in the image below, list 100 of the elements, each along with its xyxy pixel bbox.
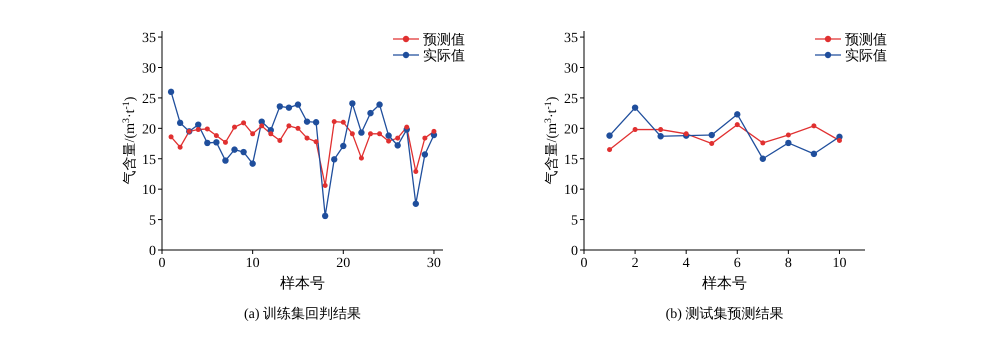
point — [314, 139, 319, 144]
point — [632, 104, 638, 111]
point — [404, 124, 410, 130]
point — [178, 144, 183, 150]
point — [168, 134, 174, 140]
point — [196, 127, 201, 132]
point — [350, 131, 355, 136]
point — [268, 131, 274, 136]
x-tick-label: 4 — [682, 256, 690, 271]
point — [176, 120, 184, 126]
point — [349, 100, 356, 107]
point — [606, 132, 613, 139]
point — [322, 183, 328, 188]
point — [331, 156, 338, 163]
point — [213, 139, 220, 146]
point — [657, 133, 664, 140]
y-tick-label: 35 — [142, 31, 156, 46]
point — [231, 146, 238, 153]
legend-label: 预测值 — [423, 32, 465, 48]
point — [259, 123, 264, 128]
point — [413, 169, 418, 174]
point — [708, 132, 715, 138]
y-tick-label: 25 — [564, 92, 578, 107]
point — [412, 200, 420, 207]
point — [785, 140, 792, 146]
y-tick-label: 30 — [564, 62, 578, 76]
point — [304, 118, 310, 125]
point — [250, 131, 256, 136]
x-tick-label: 2 — [632, 256, 639, 271]
y-tick-label: 30 — [142, 62, 156, 76]
legend-label: 预测值 — [845, 32, 887, 48]
point — [358, 156, 364, 161]
point — [734, 122, 740, 128]
point — [286, 123, 292, 128]
point — [422, 136, 428, 141]
point — [277, 138, 282, 143]
point — [295, 126, 300, 131]
point — [395, 136, 400, 141]
y-tick-label: 10 — [564, 183, 578, 198]
point — [385, 132, 392, 139]
point — [276, 103, 284, 110]
point — [222, 140, 228, 145]
point — [294, 101, 302, 108]
y-tick-label: 15 — [142, 152, 156, 168]
point — [367, 110, 374, 116]
y-tick-label: 10 — [142, 183, 156, 198]
point — [358, 129, 365, 136]
x-tick-label: 8 — [784, 256, 792, 271]
point — [195, 121, 202, 128]
point — [249, 160, 256, 167]
y-tick-label: 5 — [149, 214, 156, 229]
x-tick-label: 6 — [734, 256, 741, 271]
x-tick-label: 20 — [336, 256, 350, 271]
y-tick-label: 5 — [571, 214, 578, 229]
point — [168, 88, 174, 96]
point — [322, 212, 328, 220]
point — [204, 140, 211, 146]
x-tick-label: 30 — [426, 256, 441, 271]
point — [786, 132, 791, 138]
text: (a) 训练集回判结果 — [244, 306, 362, 322]
y-tick-label: 35 — [564, 31, 578, 46]
point — [386, 138, 392, 144]
x-tick-label: 0 — [158, 256, 166, 271]
x-tick-label: 10 — [832, 256, 846, 271]
x-axis-title: 样本号 — [280, 275, 325, 292]
point — [204, 126, 210, 132]
point — [810, 150, 818, 158]
y-tick-label: 20 — [564, 122, 578, 138]
point — [431, 128, 436, 134]
text: (b) 测试集预测结果 — [666, 306, 784, 322]
point — [332, 119, 337, 124]
y-tick-label: 15 — [564, 152, 578, 168]
point — [377, 131, 382, 136]
point — [607, 147, 612, 152]
legend-label: 实际值 — [423, 48, 465, 64]
point — [394, 142, 401, 149]
point — [340, 120, 346, 125]
point — [340, 142, 346, 150]
y-tick-label: 20 — [142, 122, 156, 138]
point — [811, 123, 816, 128]
y-tick-label: 0 — [571, 244, 578, 259]
point — [709, 141, 714, 146]
point — [760, 156, 766, 162]
y-tick-label: 0 — [149, 244, 156, 259]
point — [286, 104, 292, 111]
point — [684, 131, 689, 136]
point — [241, 120, 246, 126]
point — [836, 138, 842, 143]
x-tick-label: 0 — [580, 256, 588, 271]
x-tick-label: 10 — [246, 256, 260, 271]
legend-label: 实际值 — [845, 48, 887, 64]
point — [222, 157, 229, 164]
x-axis-title: 样本号 — [702, 275, 747, 292]
point — [240, 148, 247, 156]
point — [632, 127, 638, 132]
point — [760, 140, 766, 146]
point — [376, 101, 383, 108]
point — [658, 127, 664, 132]
point — [368, 131, 373, 136]
point — [304, 136, 310, 141]
